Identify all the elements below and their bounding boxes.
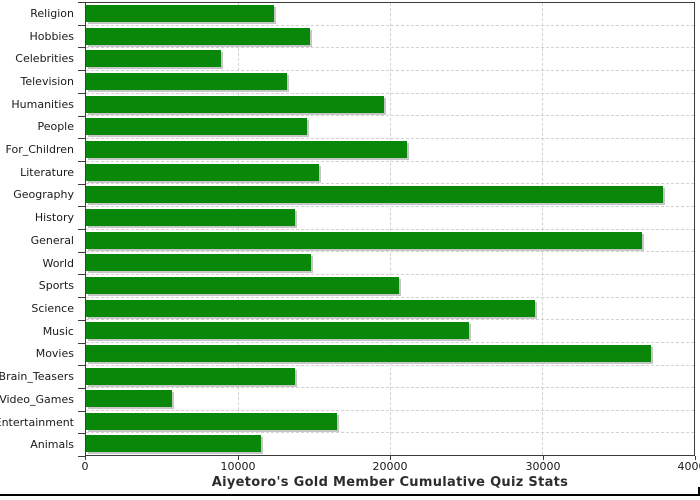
y-axis-tick [78, 365, 85, 366]
bar-history [86, 208, 295, 226]
y-axis-tick [78, 252, 85, 253]
y-axis-label-animals: Animals [30, 438, 74, 452]
x-axis-tick [695, 456, 696, 460]
y-axis-label-history: History [34, 211, 74, 225]
x-axis-tick-label: 30000 [525, 460, 561, 473]
y-axis-tick [78, 116, 85, 117]
category-row-brain_teasers [86, 366, 694, 389]
y-axis-tick [78, 161, 85, 162]
y-axis-tick [78, 388, 85, 389]
category-row-geography [86, 184, 694, 207]
category-row-world [86, 252, 694, 275]
bar-brain_teasers [86, 367, 295, 385]
y-axis-label-sports: Sports [38, 279, 74, 293]
category-row-general [86, 230, 694, 253]
bar-music [86, 322, 470, 340]
y-axis-label-for_children: For_Children [5, 143, 74, 157]
bar-world [86, 254, 311, 272]
y-axis-label-religion: Religion [30, 6, 74, 20]
x-axis-tick [390, 456, 391, 460]
bar-sports [86, 276, 400, 294]
category-row-television [86, 71, 694, 94]
y-axis-label-brain_teasers: Brain_Teasers [0, 370, 74, 384]
category-row-movies [86, 343, 694, 366]
y-axis-tick [78, 274, 85, 275]
category-row-music [86, 320, 694, 343]
y-axis-label-celebrities: Celebrities [15, 52, 74, 66]
bar-religion [86, 5, 275, 22]
chart-title: Aiyetoro's Gold Member Cumulative Quiz S… [211, 475, 569, 490]
bar-for_children [86, 140, 407, 158]
category-row-religion [86, 3, 694, 26]
category-row-celebrities [86, 48, 694, 71]
y-axis-label-geography: Geography [13, 188, 74, 202]
y-axis-label-general: General [30, 233, 74, 247]
bar-animals [86, 435, 261, 453]
y-axis-tick [78, 47, 85, 48]
bar-rows [86, 3, 694, 455]
y-axis-label-world: World [42, 256, 74, 270]
category-row-for_children [86, 139, 694, 162]
bar-humanities [86, 95, 384, 113]
bar-entertainment [86, 412, 337, 430]
bar-movies [86, 344, 652, 362]
bar-geography [86, 186, 663, 204]
y-axis-tick [78, 138, 85, 139]
y-axis-tick [78, 184, 85, 185]
bar-science [86, 299, 536, 317]
y-axis-tick [78, 25, 85, 26]
x-axis-tick-label: 0 [81, 460, 89, 473]
y-axis-tick [78, 343, 85, 344]
category-row-people [86, 116, 694, 139]
x-axis-tick [543, 456, 544, 460]
bar-hobbies [86, 27, 311, 45]
bar-video_games [86, 390, 172, 408]
category-row-humanities [86, 94, 694, 117]
bar-people [86, 118, 308, 136]
bar-literature [86, 163, 320, 181]
y-axis-tick [78, 456, 85, 457]
x-axis-tick [238, 456, 239, 460]
y-axis-tick [78, 2, 85, 3]
x-axis-tick [85, 456, 86, 460]
window-bottom-border [0, 494, 700, 496]
y-axis-tick [78, 320, 85, 321]
x-axis-tick-label: 40000 [677, 460, 700, 473]
bar-celebrities [86, 50, 222, 68]
y-axis-label-science: Science [31, 301, 74, 315]
plot-area [85, 2, 695, 456]
y-axis-labels: Religion Hobbies Celebrities Television Huma… [0, 2, 74, 456]
y-axis-label-music: Music [42, 324, 74, 338]
y-axis-label-literature: Literature [20, 165, 74, 179]
bar-television [86, 72, 287, 90]
category-row-entertainment [86, 411, 694, 434]
y-axis-tick [78, 433, 85, 434]
y-axis-label-video_games: Video_Games [0, 392, 74, 406]
y-axis-label-entertainment: Entertainment [0, 415, 74, 429]
y-axis-label-hobbies: Hobbies [29, 29, 74, 43]
x-axis-tick-label: 10000 [220, 460, 256, 473]
bar-general [86, 231, 642, 249]
category-row-video_games [86, 388, 694, 411]
category-row-history [86, 207, 694, 230]
category-row-science [86, 298, 694, 321]
y-axis-tick [78, 206, 85, 207]
y-axis-tick [78, 297, 85, 298]
category-row-hobbies [86, 26, 694, 49]
y-axis-label-humanities: Humanities [11, 97, 74, 111]
y-axis-tick [78, 229, 85, 230]
category-row-animals [86, 433, 694, 455]
category-row-sports [86, 275, 694, 298]
y-axis-tick [78, 70, 85, 71]
x-axis-tick-label: 20000 [372, 460, 408, 473]
y-axis-tick [78, 93, 85, 94]
y-axis-label-television: Television [20, 74, 75, 88]
y-axis-tick [78, 411, 85, 412]
y-axis-label-movies: Movies [35, 347, 74, 361]
y-axis-label-people: People [37, 120, 74, 134]
category-row-literature [86, 162, 694, 185]
window-corner-mark [698, 487, 700, 496]
